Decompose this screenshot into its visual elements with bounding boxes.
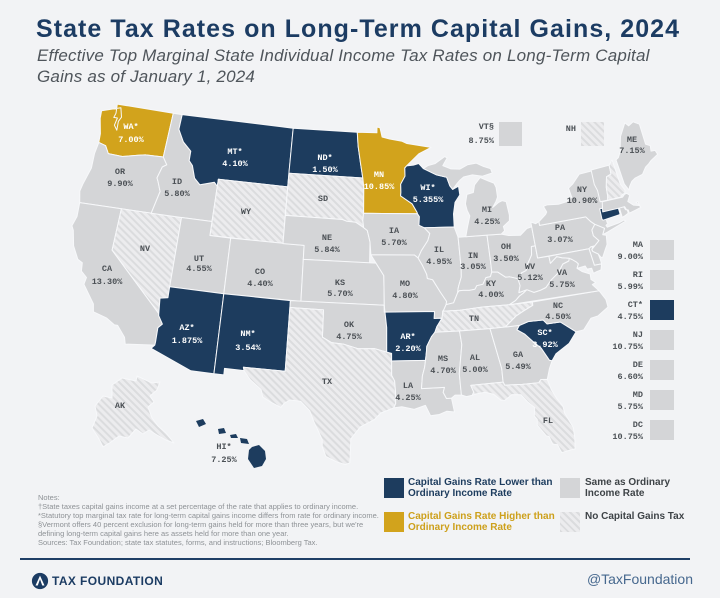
svg-text:AL: AL xyxy=(470,353,480,363)
svg-text:MT*: MT* xyxy=(227,147,242,157)
svg-text:ND*: ND* xyxy=(317,153,332,163)
svg-text:WI*: WI* xyxy=(420,183,435,193)
svg-text:8.75%: 8.75% xyxy=(468,136,494,146)
svg-text:NE: NE xyxy=(322,233,332,243)
svg-text:NV: NV xyxy=(140,244,151,254)
svg-text:5.12%: 5.12% xyxy=(517,273,543,283)
svg-text:WA*: WA* xyxy=(123,122,138,132)
svg-text:1.50%: 1.50% xyxy=(312,165,338,175)
svg-text:MD: MD xyxy=(633,390,643,400)
svg-text:5.99%: 5.99% xyxy=(617,282,643,292)
svg-text:AK: AK xyxy=(115,401,126,411)
svg-text:NJ: NJ xyxy=(633,330,643,340)
svg-text:KS: KS xyxy=(335,278,345,288)
svg-text:MA: MA xyxy=(633,240,644,250)
svg-text:AZ*: AZ* xyxy=(179,323,194,333)
svg-text:3.50%: 3.50% xyxy=(493,254,519,264)
svg-text:SD: SD xyxy=(318,194,328,204)
svg-text:TX: TX xyxy=(322,377,333,387)
svg-text:MS: MS xyxy=(438,354,448,364)
svg-text:4.25%: 4.25% xyxy=(395,393,421,403)
svg-text:4.25%: 4.25% xyxy=(474,217,500,227)
svg-text:WV: WV xyxy=(525,262,536,272)
svg-text:VT§: VT§ xyxy=(479,122,494,132)
svg-text:3.92%: 3.92% xyxy=(532,340,558,350)
svg-text:4.50%: 4.50% xyxy=(545,312,571,322)
svg-text:13.30%: 13.30% xyxy=(92,277,124,287)
svg-text:3.07%: 3.07% xyxy=(547,235,573,245)
svg-text:VA: VA xyxy=(557,268,568,278)
svg-text:4.80%: 4.80% xyxy=(392,291,418,301)
svg-text:4.10%: 4.10% xyxy=(222,159,248,169)
svg-text:IL: IL xyxy=(434,245,444,255)
svg-text:DE: DE xyxy=(633,360,643,370)
svg-text:5.80%: 5.80% xyxy=(164,189,190,199)
svg-text:9.90%: 9.90% xyxy=(107,179,133,189)
svg-text:5.84%: 5.84% xyxy=(314,245,340,255)
svg-text:4.70%: 4.70% xyxy=(430,366,456,376)
svg-text:OR: OR xyxy=(115,167,126,177)
svg-text:7.00%: 7.00% xyxy=(118,135,144,145)
svg-text:3.05%: 3.05% xyxy=(460,262,486,272)
svg-text:LA: LA xyxy=(403,381,414,391)
svg-text:NH: NH xyxy=(566,124,576,134)
svg-text:5.70%: 5.70% xyxy=(327,289,353,299)
svg-text:CA: CA xyxy=(102,264,113,274)
svg-text:9.00%: 9.00% xyxy=(617,252,643,262)
svg-text:10.85%: 10.85% xyxy=(364,182,396,192)
svg-text:OK: OK xyxy=(344,320,355,330)
svg-text:MI: MI xyxy=(482,205,492,215)
svg-text:KY: KY xyxy=(486,279,497,289)
svg-text:6.60%: 6.60% xyxy=(617,372,643,382)
svg-text:MO: MO xyxy=(400,279,410,289)
svg-text:2.20%: 2.20% xyxy=(395,344,421,354)
svg-text:5.75%: 5.75% xyxy=(549,280,575,290)
svg-text:5.49%: 5.49% xyxy=(505,362,531,372)
svg-text:WY: WY xyxy=(241,207,252,217)
svg-text:IA: IA xyxy=(389,226,400,236)
svg-text:OH: OH xyxy=(501,242,511,252)
svg-text:UT: UT xyxy=(194,254,204,264)
svg-text:PA: PA xyxy=(555,223,566,233)
svg-text:IN: IN xyxy=(468,251,478,261)
svg-text:TN: TN xyxy=(469,314,479,324)
svg-text:ME: ME xyxy=(627,135,637,145)
svg-text:MN: MN xyxy=(374,170,384,180)
svg-text:3.54%: 3.54% xyxy=(235,343,261,353)
svg-text:1.875%: 1.875% xyxy=(172,336,204,346)
svg-text:5.355%: 5.355% xyxy=(413,195,445,205)
svg-text:4.95%: 4.95% xyxy=(426,257,452,267)
svg-text:NY: NY xyxy=(577,185,588,195)
svg-text:NM*: NM* xyxy=(240,329,255,339)
svg-text:4.75%: 4.75% xyxy=(617,312,643,322)
svg-text:5.70%: 5.70% xyxy=(381,238,407,248)
svg-text:HI*: HI* xyxy=(216,442,231,452)
svg-text:5.00%: 5.00% xyxy=(462,365,488,375)
svg-text:RI: RI xyxy=(633,270,643,280)
svg-text:FL: FL xyxy=(543,416,553,426)
svg-text:7.15%: 7.15% xyxy=(619,146,645,156)
svg-text:DC: DC xyxy=(633,420,643,430)
svg-text:7.25%: 7.25% xyxy=(211,455,237,465)
svg-text:5.75%: 5.75% xyxy=(617,402,643,412)
svg-text:AR*: AR* xyxy=(400,332,415,342)
svg-text:CT*: CT* xyxy=(628,300,643,310)
svg-text:ID: ID xyxy=(172,177,182,187)
svg-text:SC*: SC* xyxy=(537,328,552,338)
svg-text:4.55%: 4.55% xyxy=(186,264,212,274)
svg-text:NC: NC xyxy=(553,301,563,311)
svg-text:10.90%: 10.90% xyxy=(567,196,599,206)
svg-text:4.75%: 4.75% xyxy=(336,332,362,342)
svg-text:4.40%: 4.40% xyxy=(247,279,273,289)
svg-text:10.75%: 10.75% xyxy=(612,342,644,352)
svg-text:10.75%: 10.75% xyxy=(612,432,644,442)
svg-text:4.00%: 4.00% xyxy=(478,290,504,300)
svg-text:GA: GA xyxy=(513,350,524,360)
svg-text:CO: CO xyxy=(255,267,265,277)
